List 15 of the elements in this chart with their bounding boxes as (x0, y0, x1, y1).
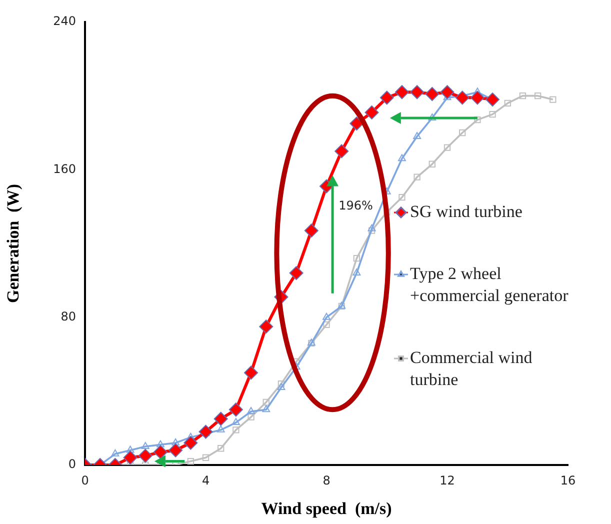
x-tick-label: 0 (81, 473, 89, 488)
legend-label: SG wind turbine (410, 202, 522, 221)
x-tick-label: 16 (560, 473, 576, 488)
y-tick-label: 80 (60, 309, 76, 324)
x-tick-label: 8 (322, 473, 330, 488)
annotation: 196% (338, 198, 373, 213)
y-axis-title: Generation (W) (4, 184, 23, 303)
legend-label: Type 2 wheel +commercial generator (410, 264, 569, 305)
x-tick-label: 4 (202, 473, 210, 488)
legend-label: Commercial wind turbine (410, 348, 533, 389)
y-tick-label: 160 (53, 162, 76, 176)
y-tick-label: 0 (68, 457, 76, 472)
x-axis-title: Wind speed (m/s) (261, 499, 392, 518)
x-tick-label: 12 (440, 473, 455, 488)
y-tick-label: 240 (53, 14, 76, 28)
